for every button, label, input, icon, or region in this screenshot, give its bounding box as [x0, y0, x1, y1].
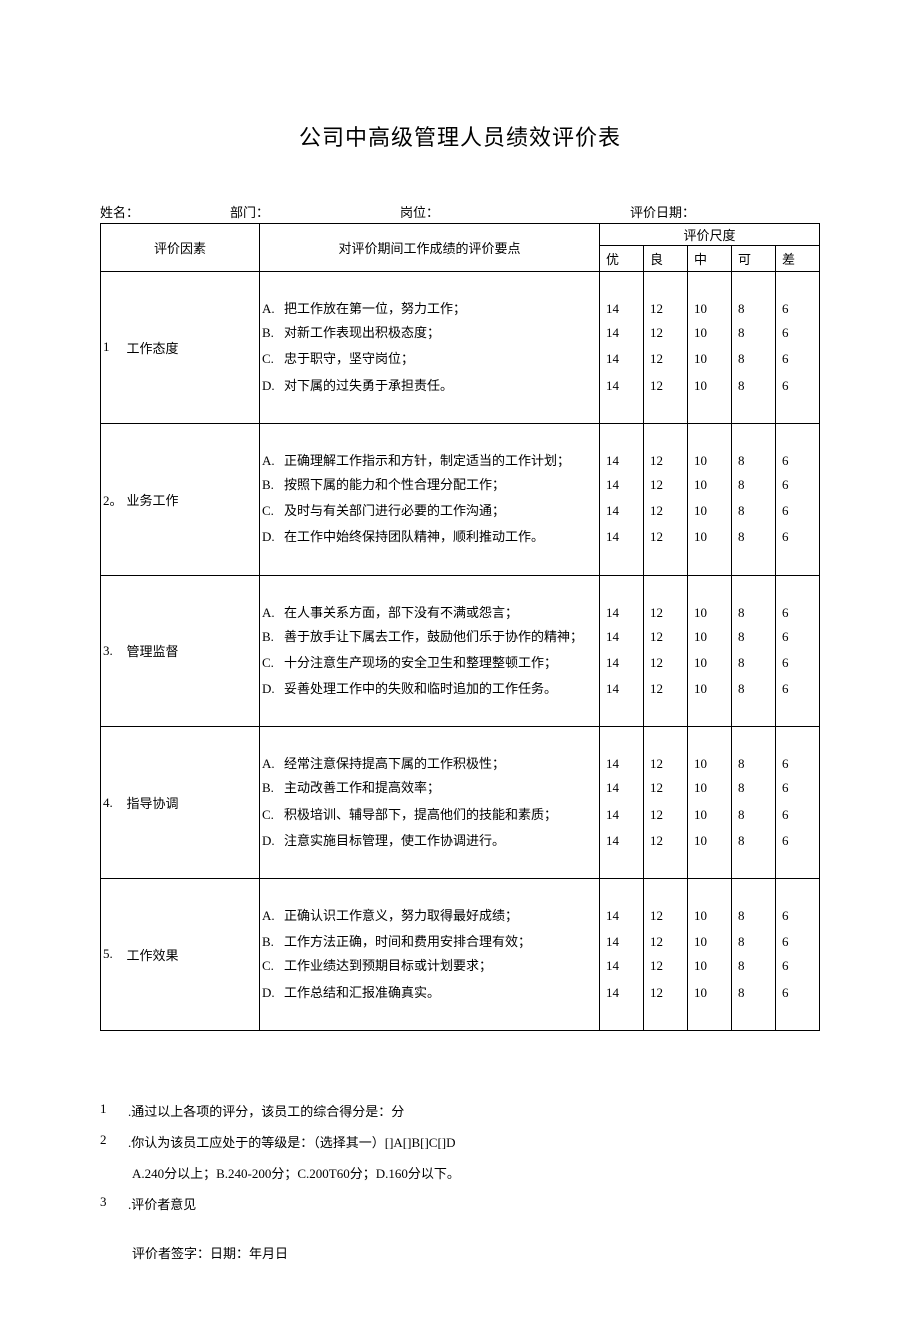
score-cell: 8888 — [732, 727, 776, 879]
date-field: 评价日期： — [600, 202, 820, 221]
score-cell: 14141414 — [600, 423, 644, 575]
page-title: 公司中高级管理人员绩效评价表 — [100, 120, 820, 152]
dept-field: 部门： — [230, 202, 400, 221]
criteria-item: C.忠于职守，坚守岗位； — [262, 350, 595, 368]
section-num: 1 — [101, 272, 123, 424]
criteria-cell: A.正确认识工作意义，努力取得最好成绩； B.工作方法正确，时间和费用安排合理有效… — [260, 879, 600, 1031]
table-row: 4.指导协调A.经常注意保持提高下属的工作积极性； B.主动改善工作和提高效率； C… — [101, 727, 820, 879]
score-cell: 12121212 — [644, 879, 688, 1031]
criteria-item: A.正确理解工作指示和方针，制定适当的工作计划； — [262, 452, 595, 470]
score-cell: 10101010 — [688, 272, 732, 424]
score-cell: 6666 — [776, 272, 820, 424]
score-cell: 6666 — [776, 575, 820, 727]
score-cell: 14141414 — [600, 727, 644, 879]
criteria-cell: A.经常注意保持提高下属的工作积极性； B.主动改善工作和提高效率； C.积极培训、… — [260, 727, 600, 879]
score-cell: 14141414 — [600, 272, 644, 424]
score-cell: 10101010 — [688, 423, 732, 575]
note-2-sub: A.240分以上；B.240-200分；C.200T60分；D.160分以下。 — [132, 1163, 820, 1182]
signature-line: 评价者签字：日期：年月日 — [132, 1243, 820, 1262]
note-1: 1 .通过以上各项的评分，该员工的综合得分是：分 — [100, 1101, 820, 1120]
criteria-item: C.十分注意生产现场的安全卫生和整理整顿工作； — [262, 654, 595, 672]
criteria-item: D.妥善处理工作中的失败和临时追加的工作任务。 — [262, 680, 595, 698]
criteria-item: B.主动改善工作和提高效率； — [262, 779, 595, 797]
criteria-item: D.对下属的过失勇于承担责任。 — [262, 377, 595, 395]
section-num: 4. — [101, 727, 123, 879]
table-row: 5.工作效果A.正确认识工作意义，努力取得最好成绩； B.工作方法正确，时间和费用… — [101, 879, 820, 1031]
evaluation-table: 评价因素 对评价期间工作成绩的评价要点 评价尺度 优 良 中 可 差 1工作态度… — [100, 223, 820, 1031]
section-num: 5. — [101, 879, 123, 1031]
footer-notes: 1 .通过以上各项的评分，该员工的综合得分是：分 2 .你认为该员工应处于的等级… — [100, 1101, 820, 1262]
section-name: 业务工作 — [123, 423, 260, 575]
table-row: 3.管理监督A.在人事关系方面，部下没有不满或怨言； B.善于放手让下属去工作，鼓… — [101, 575, 820, 727]
section-name: 指导协调 — [123, 727, 260, 879]
level-1: 优 — [600, 246, 644, 272]
criteria-cell: A.把工作放在第一位，努力工作； B.对新工作表现出积极态度； C.忠于职守，坚守岗… — [260, 272, 600, 424]
score-cell: 10101010 — [688, 575, 732, 727]
section-name: 工作效果 — [123, 879, 260, 1031]
criteria-item: D.在工作中始终保持团队精神，顺利推动工作。 — [262, 528, 595, 546]
score-cell: 14141414 — [600, 575, 644, 727]
criteria-item: B.善于放手让下属去工作，鼓励他们乐于协作的精神； — [262, 628, 595, 646]
post-field: 岗位： — [400, 202, 600, 221]
section-num: 3. — [101, 575, 123, 727]
section-name: 工作态度 — [123, 272, 260, 424]
criteria-item: D.工作总结和汇报准确真实。 — [262, 984, 595, 1002]
table-row: 2。业务工作A.正确理解工作指示和方针，制定适当的工作计划； B.按照下属的能力和… — [101, 423, 820, 575]
level-5: 差 — [776, 246, 820, 272]
criteria-item: A.把工作放在第一位，努力工作； — [262, 300, 595, 318]
criteria-item: A.正确认识工作意义，努力取得最好成绩； — [262, 907, 595, 925]
criteria-item: B.按照下属的能力和个性合理分配工作； — [262, 476, 595, 494]
criteria-item: C.及时与有关部门进行必要的工作沟通； — [262, 502, 595, 520]
score-cell: 6666 — [776, 879, 820, 1031]
score-cell: 10101010 — [688, 879, 732, 1031]
level-4: 可 — [732, 246, 776, 272]
score-cell: 12121212 — [644, 423, 688, 575]
section-name: 管理监督 — [123, 575, 260, 727]
score-cell: 12121212 — [644, 575, 688, 727]
criteria-cell: A.正确理解工作指示和方针，制定适当的工作计划； B.按照下属的能力和个性合理分配… — [260, 423, 600, 575]
score-cell: 8888 — [732, 272, 776, 424]
level-2: 良 — [644, 246, 688, 272]
score-cell: 12121212 — [644, 727, 688, 879]
criteria-item: A.在人事关系方面，部下没有不满或怨言； — [262, 604, 595, 622]
criteria-item: D.注意实施目标管理，使工作协调进行。 — [262, 832, 595, 850]
section-num: 2。 — [101, 423, 123, 575]
score-cell: 6666 — [776, 423, 820, 575]
criteria-item: B.对新工作表现出积极态度； — [262, 324, 595, 342]
score-cell: 8888 — [732, 879, 776, 1031]
score-cell: 14141414 — [600, 879, 644, 1031]
score-cell: 8888 — [732, 575, 776, 727]
score-cell: 10101010 — [688, 727, 732, 879]
note-3: 3 .评价者意见 — [100, 1194, 820, 1213]
level-3: 中 — [688, 246, 732, 272]
criteria-item: C.工作业绩达到预期目标或计划要求； — [262, 957, 595, 975]
table-row: 1工作态度A.把工作放在第一位，努力工作； B.对新工作表现出积极态度； C.忠于职… — [101, 272, 820, 424]
score-cell: 6666 — [776, 727, 820, 879]
col-criteria: 对评价期间工作成绩的评价要点 — [260, 224, 600, 272]
col-factor: 评价因素 — [101, 224, 260, 272]
name-field: 姓名： — [100, 202, 230, 221]
col-scale: 评价尺度 — [600, 224, 820, 246]
form-header: 姓名： 部门： 岗位： 评价日期： — [100, 202, 820, 221]
score-cell: 12121212 — [644, 272, 688, 424]
score-cell: 8888 — [732, 423, 776, 575]
criteria-cell: A.在人事关系方面，部下没有不满或怨言； B.善于放手让下属去工作，鼓励他们乐于协… — [260, 575, 600, 727]
criteria-item: B.工作方法正确，时间和费用安排合理有效； — [262, 933, 595, 951]
criteria-item: C.积极培训、辅导部下，提高他们的技能和素质； — [262, 806, 595, 824]
note-2: 2 .你认为该员工应处于的等级是：（选择其一）[]A[]B[]C[]D — [100, 1132, 820, 1151]
criteria-item: A.经常注意保持提高下属的工作积极性； — [262, 755, 595, 773]
